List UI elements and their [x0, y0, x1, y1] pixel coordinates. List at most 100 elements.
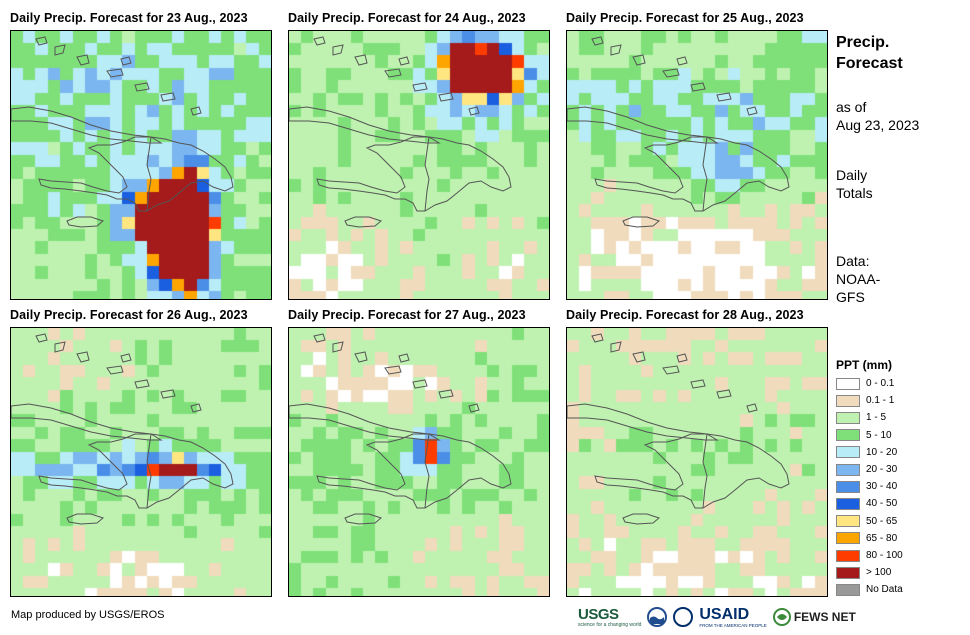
cuba-coast	[289, 403, 441, 441]
legend-swatch	[836, 463, 860, 476]
bahamas-coast	[120, 56, 132, 66]
legend-item: 30 - 40	[836, 480, 897, 493]
bahamas-coast	[76, 54, 90, 66]
globe-icon	[772, 608, 791, 626]
legend-swatch	[836, 394, 860, 407]
bahamas-coast	[438, 92, 454, 102]
bahamas-coast	[76, 351, 90, 363]
legend-swatch	[836, 429, 860, 442]
legend-swatch	[836, 566, 860, 579]
legend-item: 80 - 100	[836, 549, 903, 562]
panel-title-25: Daily Precip. Forecast for 25 Aug., 2023	[566, 11, 804, 25]
haiti-dr-border	[146, 136, 152, 212]
bahamas-coast	[354, 54, 368, 66]
cuba-coast	[289, 106, 441, 144]
panel-title-26: Daily Precip. Forecast for 26 Aug., 2023	[10, 308, 248, 322]
legend-swatch	[836, 411, 860, 424]
legend-item: 20 - 30	[836, 463, 897, 476]
usaid-logo: USAID FROM THE AMERICAN PEOPLE	[699, 605, 766, 628]
totals-line2: Totals	[836, 185, 873, 201]
bahamas-coast	[591, 36, 604, 46]
bahamas-coast	[591, 333, 604, 343]
bahamas-coast	[160, 92, 176, 102]
legend-label: 5 - 10	[866, 429, 892, 441]
legend-label: 50 - 65	[866, 515, 898, 527]
legend-label: 40 - 50	[866, 498, 898, 510]
coastline-overlay	[567, 333, 790, 525]
haiti-dr-border	[702, 136, 708, 212]
coastline-overlay	[289, 333, 512, 525]
legend-item: 40 - 50	[836, 497, 897, 510]
hispaniola-coast	[316, 433, 512, 509]
legend-label: 1 - 5	[866, 412, 887, 424]
jamaica-coast	[344, 513, 383, 525]
cuba-coast	[567, 403, 719, 441]
cuba-coast	[11, 403, 163, 441]
bahamas-coast	[746, 403, 758, 413]
jamaica-coast	[344, 216, 383, 228]
bahamas-coast	[412, 379, 428, 389]
bahamas-coast	[746, 106, 758, 116]
map-panel-28	[566, 327, 828, 597]
bahamas-coast	[332, 341, 344, 353]
legend-item: 10 - 20	[836, 446, 897, 459]
hispaniola-coast	[594, 136, 790, 212]
haiti-dr-border	[146, 433, 152, 509]
legend-label: 0.1 - 1	[866, 395, 895, 407]
cuba-coast	[567, 106, 719, 144]
haiti-dr-border	[424, 136, 430, 212]
bahamas-coast	[398, 56, 410, 66]
precip-grid	[289, 31, 549, 299]
footer-credit: Map produced by USGS/EROS	[11, 609, 165, 621]
haiti-dr-border	[702, 433, 708, 509]
coastline-overlay	[11, 36, 234, 228]
bahamas-coast	[190, 106, 202, 116]
bahamas-coast	[134, 379, 150, 389]
map-panel-26	[10, 327, 272, 597]
hispaniola-coast	[38, 433, 234, 509]
legend-swatch	[836, 377, 860, 390]
jamaica-coast	[66, 216, 105, 228]
fewsnet-logo-text: FEWS NET	[793, 610, 856, 624]
precip-grid	[11, 328, 271, 596]
panel-title-28: Daily Precip. Forecast for 28 Aug., 2023	[566, 308, 804, 322]
map-panel-23	[10, 30, 272, 300]
bahamas-coast	[120, 353, 132, 363]
bahamas-coast	[662, 68, 680, 78]
bahamas-coast	[354, 351, 368, 363]
coastline-overlay	[567, 36, 790, 228]
usaid-logo-text: USAID	[699, 605, 750, 623]
bahamas-coast	[313, 333, 326, 343]
legend-item: 1 - 5	[836, 411, 886, 424]
sidebar-title-line1: Precip.	[836, 34, 890, 51]
usaid-seal-icon	[673, 607, 694, 627]
legend-item: 0.1 - 1	[836, 394, 894, 407]
noaa-logo-icon	[647, 607, 668, 627]
legend-swatch	[836, 497, 860, 510]
bahamas-coast	[438, 389, 454, 399]
bahamas-coast	[54, 44, 66, 56]
data-line2: NOAA-	[836, 271, 881, 287]
precip-grid	[567, 328, 827, 596]
map-panel-24	[288, 30, 550, 300]
legend-item: 50 - 65	[836, 515, 897, 528]
map-panel-25	[566, 30, 828, 300]
bahamas-coast	[384, 68, 402, 78]
precip-grid	[567, 31, 827, 299]
bahamas-coast	[690, 82, 706, 92]
precip-grid	[289, 328, 549, 596]
panel-title-24: Daily Precip. Forecast for 24 Aug., 2023	[288, 11, 526, 25]
bahamas-coast	[468, 403, 480, 413]
map-panel-27	[288, 327, 550, 597]
coastline-overlay	[289, 36, 512, 228]
bahamas-coast	[54, 341, 66, 353]
data-line3: GFS	[836, 289, 865, 305]
legend-swatch	[836, 480, 860, 493]
legend-label: No Data	[866, 584, 903, 596]
sidebar-data-source: Data: NOAA- GFS	[836, 252, 880, 306]
legend-swatch	[836, 549, 860, 562]
bahamas-coast	[384, 365, 402, 375]
legend-label: 65 - 80	[866, 532, 898, 544]
legend-item: 65 - 80	[836, 532, 897, 545]
asof-line2: Aug 23, 2023	[836, 117, 920, 133]
